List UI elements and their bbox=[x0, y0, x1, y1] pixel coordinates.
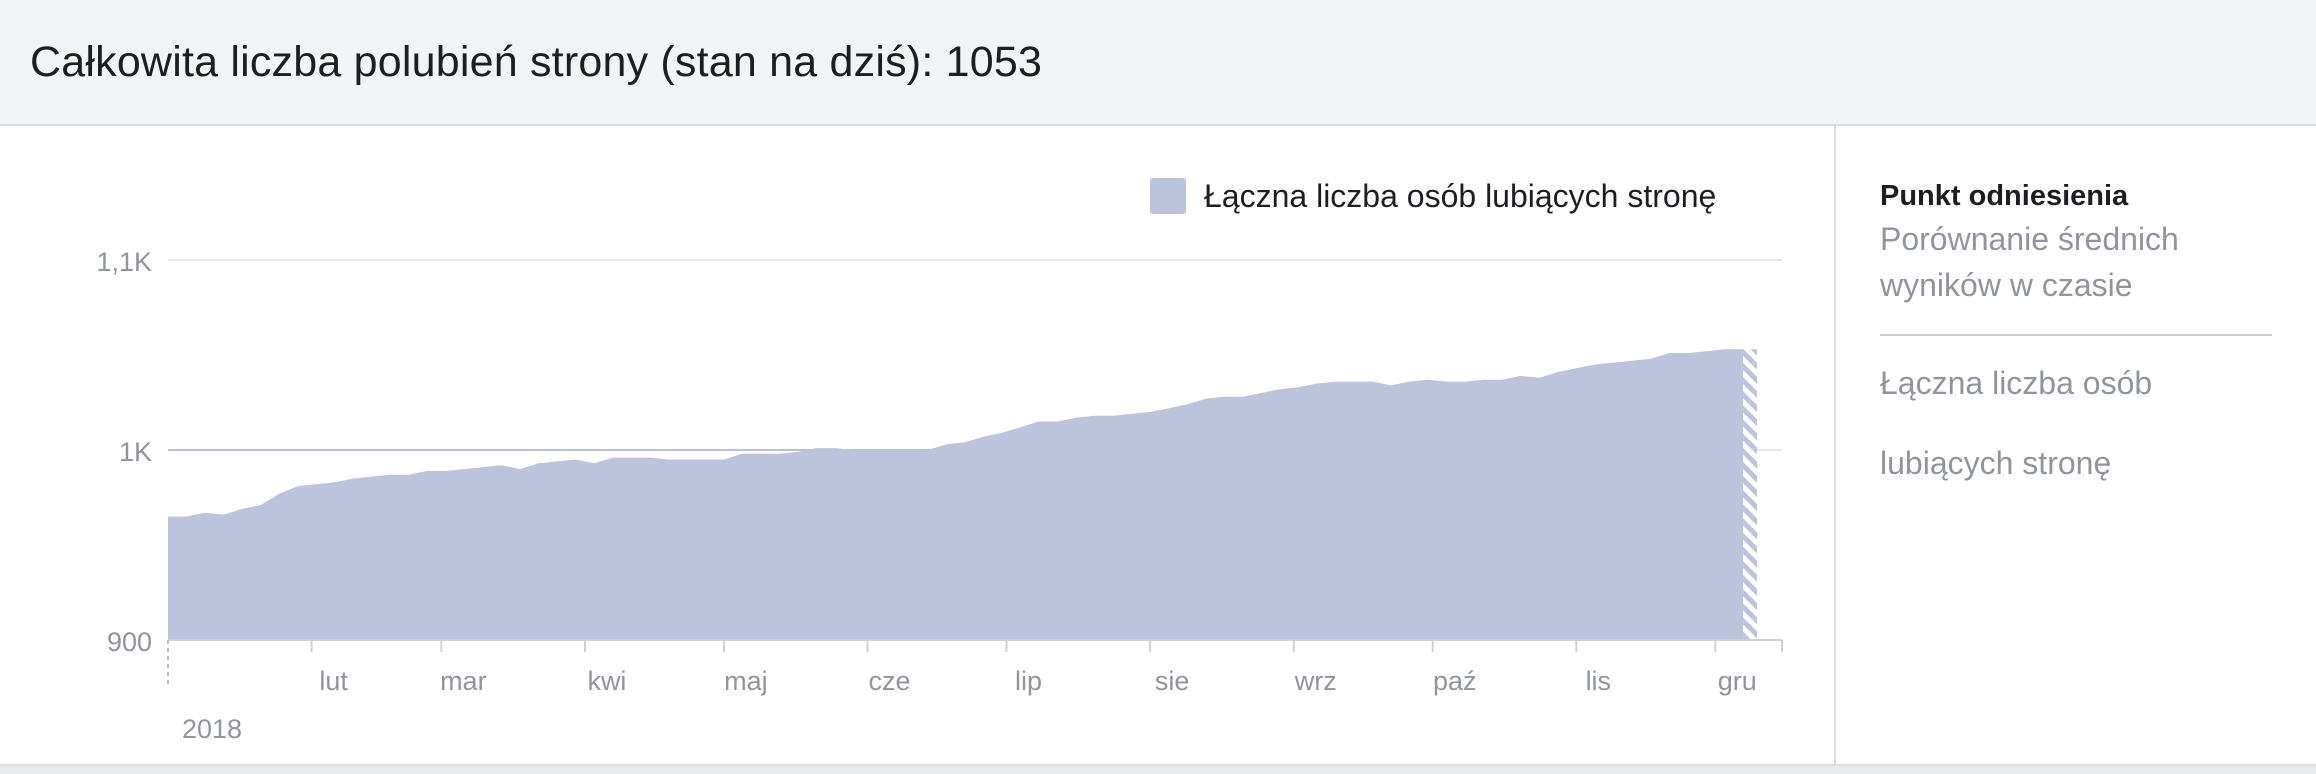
x-tick-label: paź bbox=[1433, 666, 1477, 696]
benchmark-panel: Punkt odniesienia Porównanie średnich wy… bbox=[1880, 176, 2280, 496]
axis-layer: 900 1K 1,1K lut mar kwi maj cze lip sie wrz paź lis g… bbox=[96, 247, 1783, 744]
x-tick-label: maj bbox=[724, 666, 768, 696]
y-tick-label: 900 bbox=[107, 627, 152, 657]
chart-panel: 900 1K 1,1K lut mar kwi maj cze lip sie wrz paź lis g… bbox=[0, 126, 1834, 766]
panel-divider bbox=[1834, 126, 1836, 766]
series-area-partial bbox=[1743, 349, 1757, 640]
area-layer bbox=[168, 349, 1757, 640]
x-tick-label: wrz bbox=[1294, 666, 1337, 696]
x-tick-label: lis bbox=[1586, 666, 1612, 696]
likes-area-chart: 900 1K 1,1K lut mar kwi maj cze lip sie wrz paź lis g… bbox=[96, 178, 1783, 744]
page-title: Całkowita liczba polubień strony (stan n… bbox=[30, 38, 1043, 86]
legend-swatch bbox=[1150, 178, 1186, 214]
benchmark-title: Punkt odniesienia bbox=[1880, 180, 2129, 212]
legend: Łączna liczba osób lubiących stronę bbox=[1150, 178, 1716, 214]
bottom-border bbox=[0, 764, 2316, 774]
benchmark-subtitle-line1: Porównanie średnich bbox=[1880, 221, 2179, 257]
x-tick-label: gru bbox=[1718, 666, 1757, 696]
year-label: 2018 bbox=[182, 714, 242, 744]
x-tick-label: lut bbox=[319, 666, 348, 696]
y-tick-label: 1,1K bbox=[96, 247, 152, 277]
benchmark-subtitle-line2: wyników w czasie bbox=[1880, 267, 2133, 303]
legend-label: Łączna liczba osób lubiących stronę bbox=[1204, 178, 1716, 214]
header: Całkowita liczba polubień strony (stan n… bbox=[0, 0, 2316, 126]
y-tick-label: 1K bbox=[119, 437, 152, 467]
x-tick-label: kwi bbox=[587, 666, 626, 696]
x-tick-label: cze bbox=[869, 666, 911, 696]
x-tick-label: mar bbox=[440, 666, 487, 696]
benchmark-metric-line2[interactable]: lubiących stronę bbox=[1880, 445, 2112, 481]
benchmark-metric-line1[interactable]: Łączna liczba osób bbox=[1880, 365, 2153, 401]
series-area bbox=[168, 349, 1744, 640]
benchmark-separator bbox=[1880, 334, 2272, 336]
x-tick-label: lip bbox=[1015, 666, 1042, 696]
x-tick-label: sie bbox=[1155, 666, 1190, 696]
